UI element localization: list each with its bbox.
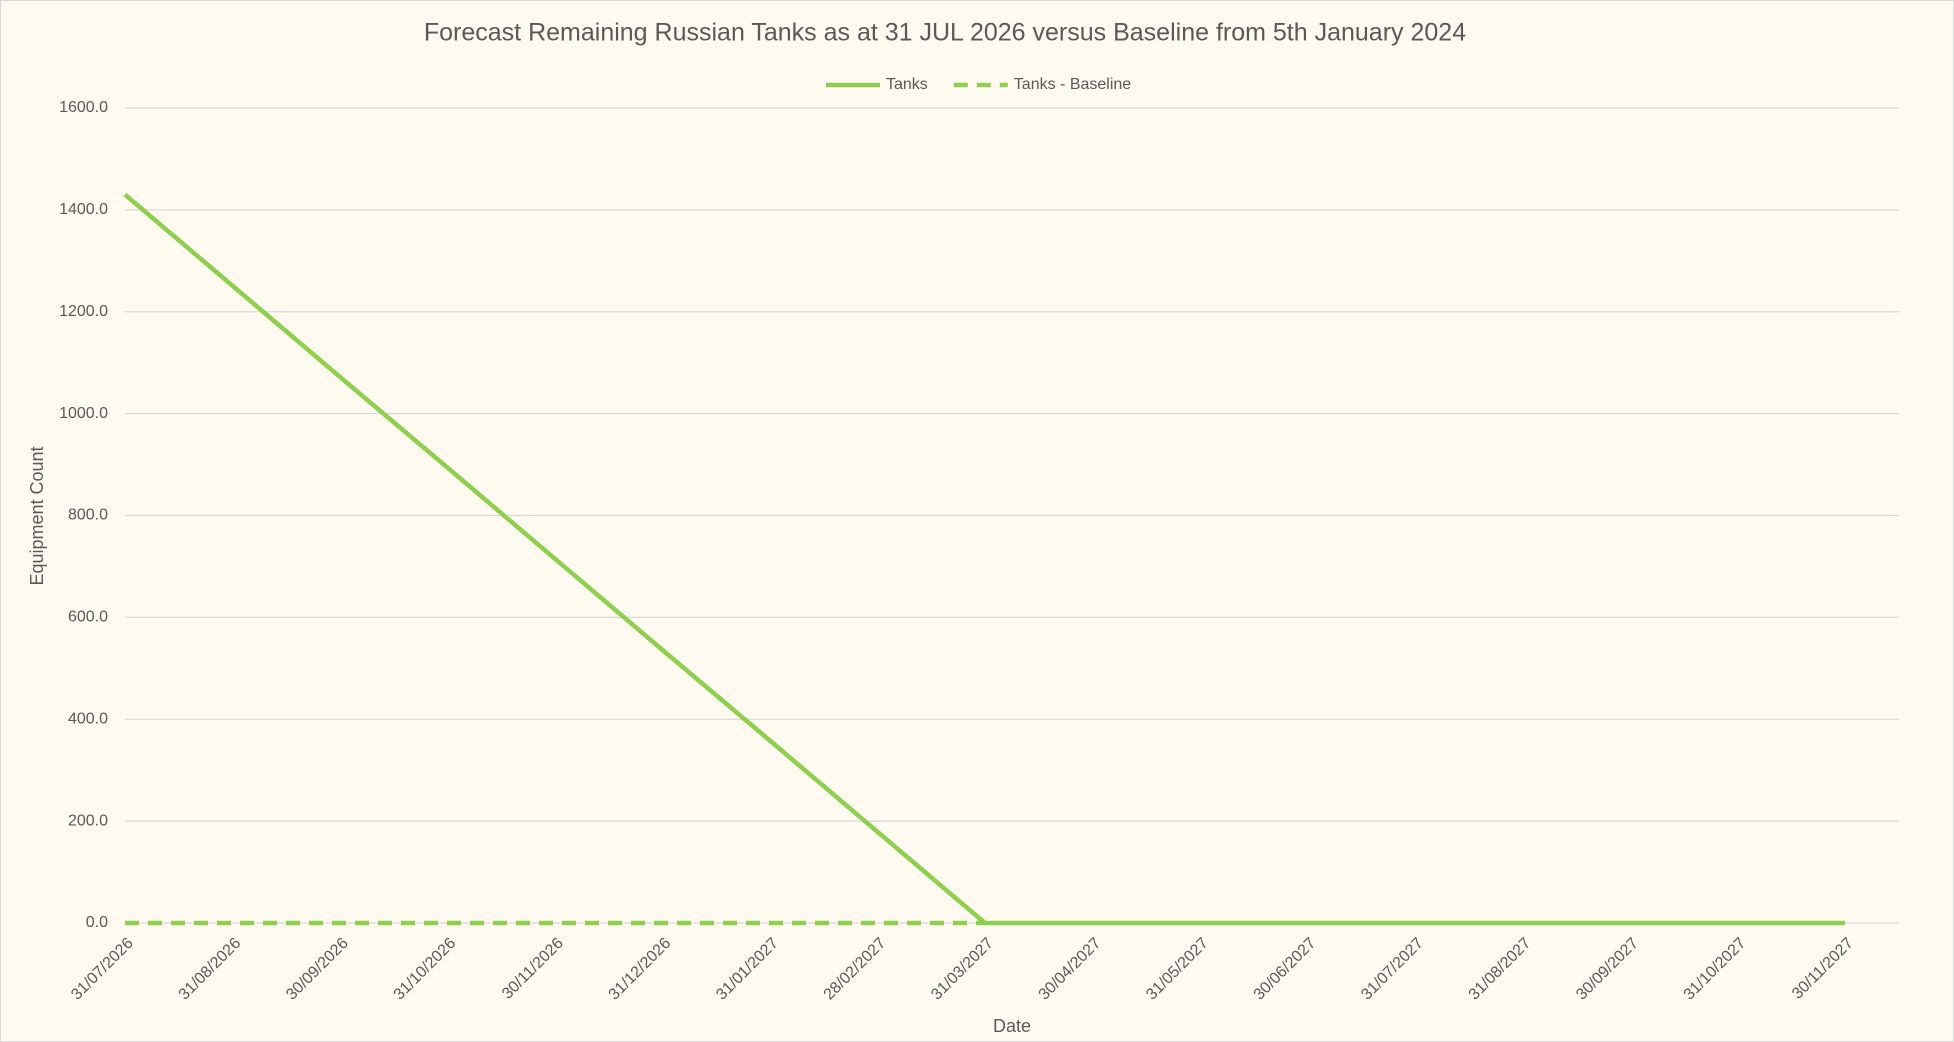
y-tick-label: 800.0 [68,507,108,524]
y-tick-label: 600.0 [68,609,108,626]
x-axis-title: Date [993,1016,1031,1036]
y-tick-label: 200.0 [68,812,108,829]
legend-label: Tanks - Baseline [1014,76,1131,93]
y-axis-title: Equipment Count [27,446,47,585]
y-tick-label: 400.0 [68,710,108,727]
y-tick-label: 1200.0 [59,303,108,320]
y-tick-label: 1600.0 [59,99,108,116]
y-tick-label: 1400.0 [59,201,108,218]
chart-title: Forecast Remaining Russian Tanks as at 3… [424,19,1466,47]
y-tick-label: 0.0 [86,914,108,931]
legend-label: Tanks [886,76,928,93]
y-tick-label: 1000.0 [59,405,108,422]
